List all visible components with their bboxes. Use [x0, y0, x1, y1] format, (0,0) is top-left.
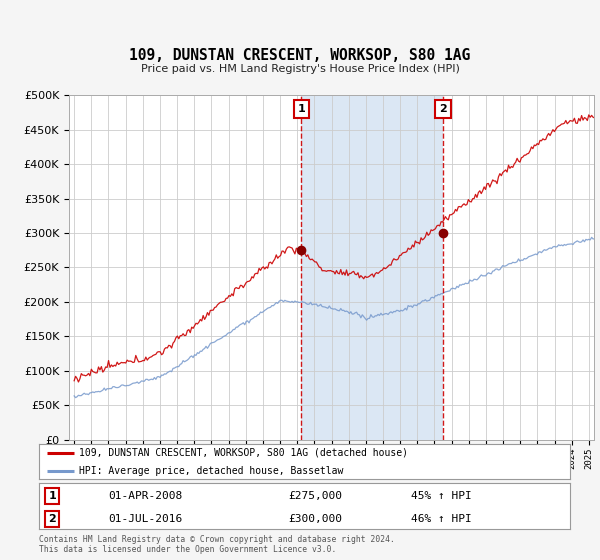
Bar [301, 95, 443, 440]
Text: £300,000: £300,000 [289, 514, 343, 524]
Text: HPI: Average price, detached house, Bassetlaw: HPI: Average price, detached house, Bass… [79, 466, 343, 476]
Text: 109, DUNSTAN CRESCENT, WORKSOP, S80 1AG (detached house): 109, DUNSTAN CRESCENT, WORKSOP, S80 1AG … [79, 448, 408, 458]
Text: 2: 2 [439, 104, 447, 114]
Text: 1: 1 [49, 491, 56, 501]
Text: £275,000: £275,000 [289, 491, 343, 501]
Text: Price paid vs. HM Land Registry's House Price Index (HPI): Price paid vs. HM Land Registry's House … [140, 64, 460, 74]
Text: 45% ↑ HPI: 45% ↑ HPI [410, 491, 472, 501]
Text: 01-JUL-2016: 01-JUL-2016 [108, 514, 182, 524]
Text: Contains HM Land Registry data © Crown copyright and database right 2024.
This d: Contains HM Land Registry data © Crown c… [39, 535, 395, 554]
Text: 109, DUNSTAN CRESCENT, WORKSOP, S80 1AG: 109, DUNSTAN CRESCENT, WORKSOP, S80 1AG [130, 48, 470, 63]
Text: 01-APR-2008: 01-APR-2008 [108, 491, 182, 501]
Text: 2: 2 [49, 514, 56, 524]
Text: 1: 1 [298, 104, 305, 114]
Text: 46% ↑ HPI: 46% ↑ HPI [410, 514, 472, 524]
